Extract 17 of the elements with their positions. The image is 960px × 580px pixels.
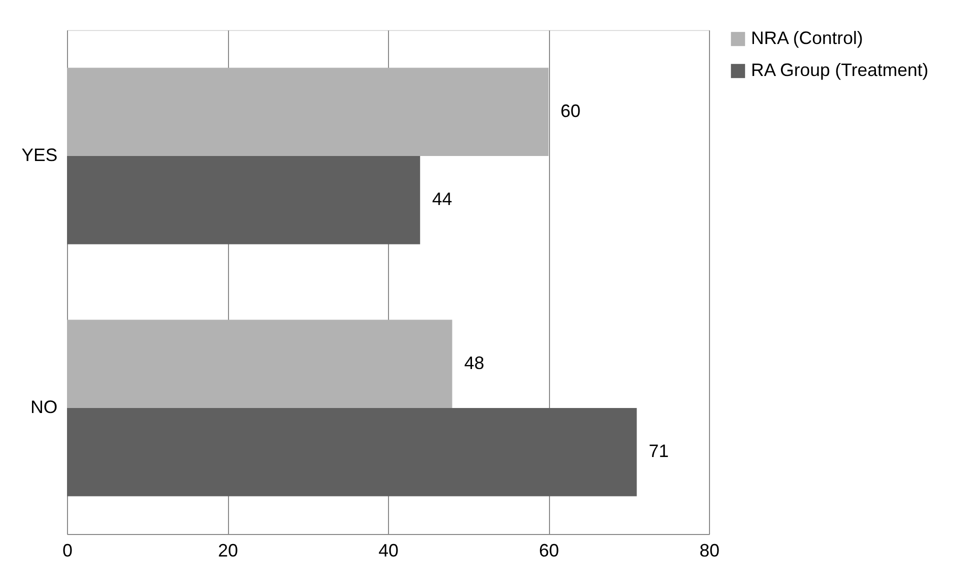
bar	[67, 156, 420, 244]
y-tick-label: NO	[30, 397, 58, 417]
bar	[67, 408, 637, 496]
x-tick-label: 80	[699, 540, 720, 560]
legend-label: RA Group (Treatment)	[751, 60, 928, 80]
data-label: 44	[432, 189, 452, 210]
x-tick-label: 40	[378, 540, 399, 560]
data-label: 71	[648, 441, 669, 462]
x-tick-label: 60	[538, 540, 560, 560]
x-tick-label: 0	[62, 540, 73, 560]
bar	[67, 320, 452, 408]
x-tick-label: 20	[218, 540, 238, 560]
legend-label: NRA (Control)	[751, 28, 864, 48]
y-tick-label: YES	[21, 145, 58, 165]
bar	[67, 68, 548, 156]
data-label: 48	[464, 352, 484, 373]
data-label: 60	[560, 100, 581, 121]
